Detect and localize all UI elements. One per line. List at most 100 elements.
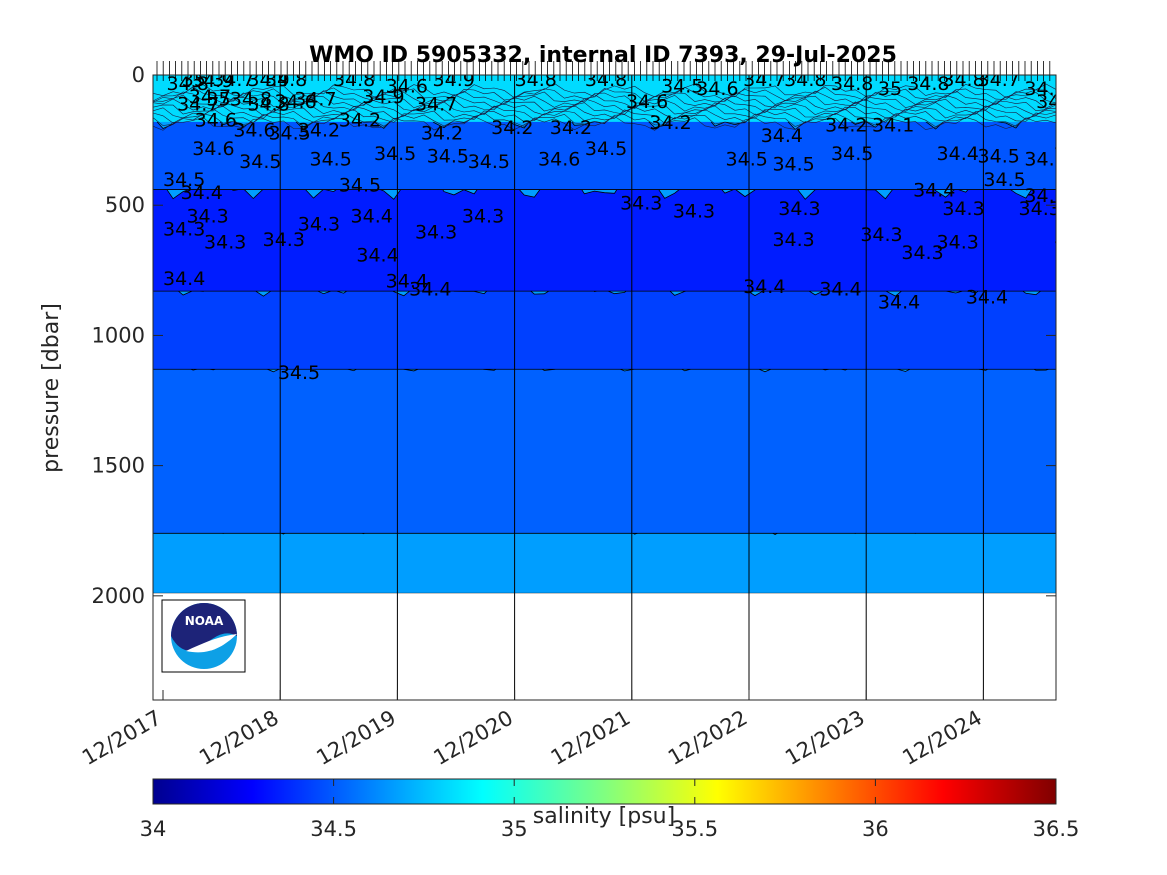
contour-label: 34.5 bbox=[374, 143, 416, 165]
contour-label: 34.8 bbox=[333, 69, 375, 91]
contour-label: 34.4 bbox=[163, 268, 205, 290]
contour-line bbox=[153, 115, 1056, 131]
contour-label: 34.5 bbox=[239, 151, 281, 173]
contour-label: 34.4 bbox=[819, 279, 861, 301]
colorbar: 34 34.5 35 35.5 36 36.5 salinity [psu] bbox=[140, 778, 1080, 841]
contour-label: 34.8 bbox=[831, 73, 873, 95]
contour-label: 34.4 bbox=[351, 206, 393, 228]
contour-label: 34.4 bbox=[1054, 226, 1096, 248]
contour-label: 34.8 bbox=[942, 69, 984, 91]
contour-label: 34.5 bbox=[278, 362, 320, 384]
contour-label: 34.7 bbox=[177, 94, 219, 116]
contour-label: 34.4 bbox=[386, 271, 428, 293]
contour-label: 34.5 bbox=[310, 148, 352, 170]
contour-label: 34.2 bbox=[550, 117, 592, 139]
contour-label: 34.5 bbox=[726, 148, 768, 170]
contour-label: 34.7 bbox=[212, 69, 254, 91]
contour-label: 34.8 bbox=[265, 69, 307, 91]
contour-label: 34.6 bbox=[192, 138, 234, 160]
plot-frame bbox=[152, 74, 1057, 701]
contour-label: 34.6 bbox=[195, 109, 237, 131]
x-tick-label: 12/2024 bbox=[898, 706, 986, 770]
contour-label: 34.4 bbox=[937, 143, 979, 165]
contour-label: 34.3 bbox=[263, 229, 305, 251]
contour-line bbox=[153, 90, 1056, 106]
contour-label: 34.5 bbox=[983, 169, 1025, 191]
contour-label: 34.3 bbox=[462, 206, 504, 228]
contour-label: 34.9 bbox=[362, 86, 404, 108]
salinity-contour-field bbox=[153, 75, 1056, 700]
y-tick-label: 1500 bbox=[92, 454, 145, 478]
salinity-layer bbox=[153, 280, 1056, 370]
contour-label: 34.3 bbox=[298, 213, 340, 235]
x-tick-label: 12/2020 bbox=[430, 706, 518, 770]
contour-label: 34.5 bbox=[339, 174, 381, 196]
contour-line bbox=[153, 105, 1056, 121]
colorbar-tick-label: 35.5 bbox=[671, 817, 718, 841]
x-tick-label: 12/2017 bbox=[78, 706, 166, 770]
contour-label: 34.6 bbox=[1054, 133, 1096, 155]
salinity-layer bbox=[153, 361, 1056, 534]
colorbar-tick-label: 36.5 bbox=[1033, 817, 1080, 841]
contour-label: 34.8 bbox=[585, 69, 627, 91]
contour-label: 34.7 bbox=[189, 86, 231, 108]
contour-line bbox=[153, 101, 1056, 117]
contour-label: 34.4 bbox=[743, 276, 785, 298]
contour-label: 34.5 bbox=[585, 138, 627, 160]
x-tick-label: 12/2021 bbox=[547, 706, 635, 770]
contour-label: 34.7 bbox=[978, 69, 1020, 91]
contour-label: 34.3 bbox=[901, 242, 943, 264]
contour-label: 34.4 bbox=[409, 279, 451, 301]
contour-label: 34.6 bbox=[626, 91, 668, 113]
contour-label: 34.4 bbox=[966, 286, 1008, 308]
contour-label: 34.8 bbox=[907, 73, 949, 95]
contour-label: 34.6 bbox=[1036, 91, 1078, 113]
contour-label: 34.6 bbox=[696, 78, 738, 100]
contour-label: 34.3 bbox=[860, 224, 902, 246]
contour-label: 34.4 bbox=[1024, 185, 1066, 207]
y-tick-label: 0 bbox=[132, 63, 145, 87]
y-tick-label: 500 bbox=[105, 193, 145, 217]
contour-label: 34.3 bbox=[772, 229, 814, 251]
contour-label: 34.2 bbox=[298, 120, 340, 142]
contour-label: 34.2 bbox=[825, 114, 867, 136]
year-divider-lines bbox=[156, 61, 1051, 700]
contour-line bbox=[153, 108, 1056, 124]
contour-label: 34.1 bbox=[872, 114, 914, 136]
contour-label: 34.2 bbox=[421, 122, 463, 144]
contour-label: 34.4 bbox=[761, 125, 803, 147]
contour-label: 34.3 bbox=[204, 232, 246, 254]
noaa-logo-text: NOAA bbox=[185, 614, 224, 628]
contour-label: 34.3 bbox=[937, 232, 979, 254]
contour-label: 34.5 bbox=[772, 154, 814, 176]
contour-line bbox=[153, 86, 1056, 102]
contour-label: 34.3 bbox=[620, 193, 662, 215]
contour-label: 35 bbox=[182, 69, 206, 91]
contour-label: 34.8 bbox=[1024, 78, 1066, 100]
contour-label: 34.8 bbox=[247, 94, 289, 116]
contour-label: 34.4 bbox=[913, 180, 955, 202]
y-tick-label: 1000 bbox=[92, 323, 145, 347]
noaa-logo: NOAA bbox=[161, 599, 246, 673]
contour-label: 34.4 bbox=[878, 292, 920, 314]
contour-label: 34.5 bbox=[468, 151, 510, 173]
y-axis-label: pressure [dbar] bbox=[39, 303, 64, 473]
colorbar-tick-label: 34.5 bbox=[310, 817, 357, 841]
contour-label: 34.6 bbox=[538, 148, 580, 170]
contour-label: 34.5 bbox=[163, 169, 205, 191]
contour-label: 34.6 bbox=[1024, 148, 1066, 170]
y-tick-label: 2000 bbox=[92, 584, 145, 608]
salinity-layer bbox=[153, 75, 1056, 122]
contour-label: 34.3 bbox=[186, 206, 228, 228]
contour-label: 34.6 bbox=[274, 91, 316, 113]
contour-label: 34.4 bbox=[356, 245, 398, 267]
contour-line bbox=[153, 83, 1056, 99]
contour-label: 34.3 bbox=[942, 198, 984, 220]
contour-label: 34.5 bbox=[831, 143, 873, 165]
contour-label: 34.4 bbox=[181, 182, 223, 204]
no-data-region bbox=[153, 593, 1056, 700]
contour-label: 34.5 bbox=[978, 146, 1020, 168]
contour-label: 34.3 bbox=[415, 221, 457, 243]
